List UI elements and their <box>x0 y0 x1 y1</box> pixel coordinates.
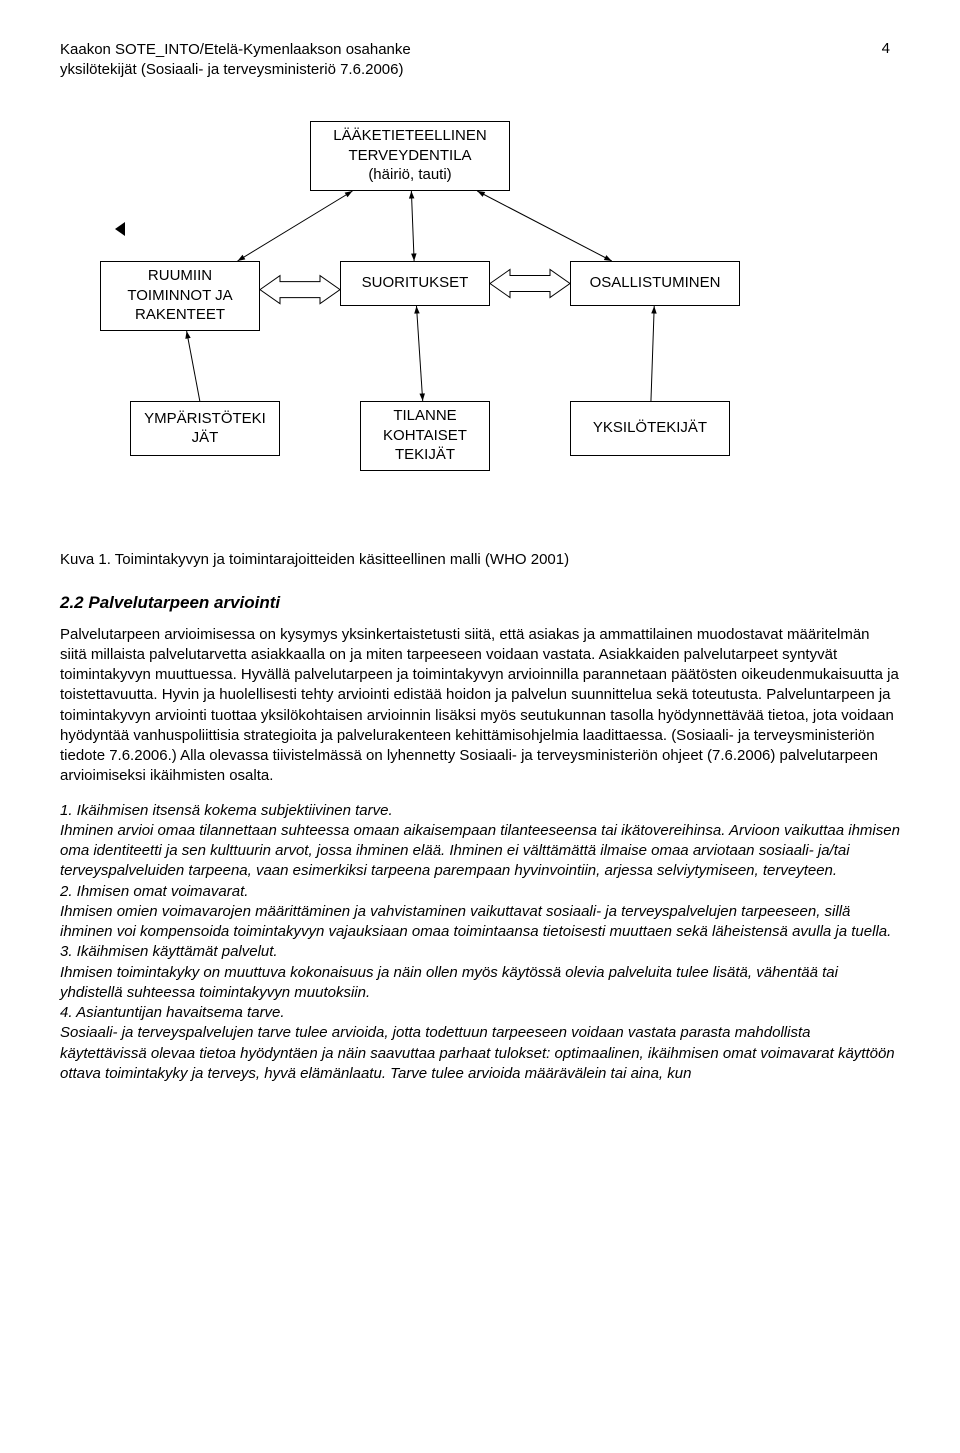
header-line-2: yksilötekijät (Sosiaali- ja terveysminis… <box>60 60 900 80</box>
page-number: 4 <box>882 40 890 57</box>
header-line-1: Kaakon SOTE_INTO/Etelä-Kymenlaakson osah… <box>60 40 900 60</box>
list-item-body-2: Ihmisen omien voimavarojen määrittäminen… <box>60 902 900 943</box>
diagram-node-mid2: SUORITUKSET <box>340 261 490 306</box>
list-item-body-1: Ihminen arvioi omaa tilannettaan suhtees… <box>60 821 900 882</box>
list-item-title-4: 4. Asiantuntijan havaitsema tarve. <box>60 1003 900 1023</box>
diagram-node-bot1: YMPÄRISTÖTEKIJÄT <box>130 401 280 456</box>
figure-caption: Kuva 1. Toimintakyvyn ja toimintarajoitt… <box>60 551 900 568</box>
list-item-body-3: Ihmisen toimintakyky on muuttuva kokonai… <box>60 963 900 1004</box>
list-item-title-2: 2. Ihmisen omat voimavarat. <box>60 882 900 902</box>
diagram-node-top: LÄÄKETIETEELLINENTERVEYDENTILA(häiriö, t… <box>310 121 510 191</box>
section-heading: 2.2 Palvelutarpeen arviointi <box>60 593 900 613</box>
section-body: Palvelutarpeen arvioimisessa on kysymys … <box>60 625 900 787</box>
diagram-node-bot2: TILANNEKOHTAISETTEKIJÄT <box>360 401 490 471</box>
diagram-node-mid1: RUUMIINTOIMINNOT JARAKENTEET <box>100 261 260 331</box>
list-item-body-4: Sosiaali- ja terveyspalvelujen tarve tul… <box>60 1023 900 1084</box>
list-item-title-3: 3. Ikäihmisen käyttämät palvelut. <box>60 942 900 962</box>
list-item-title-1: 1. Ikäihmisen itsensä kokema subjektiivi… <box>60 801 900 821</box>
diagram-node-mid3: OSALLISTUMINEN <box>570 261 740 306</box>
numbered-list: 1. Ikäihmisen itsensä kokema subjektiivi… <box>60 801 900 1085</box>
diagram-node-bot3: YKSILÖTEKIJÄT <box>570 401 730 456</box>
icf-diagram: LÄÄKETIETEELLINENTERVEYDENTILA(häiriö, t… <box>60 111 820 531</box>
